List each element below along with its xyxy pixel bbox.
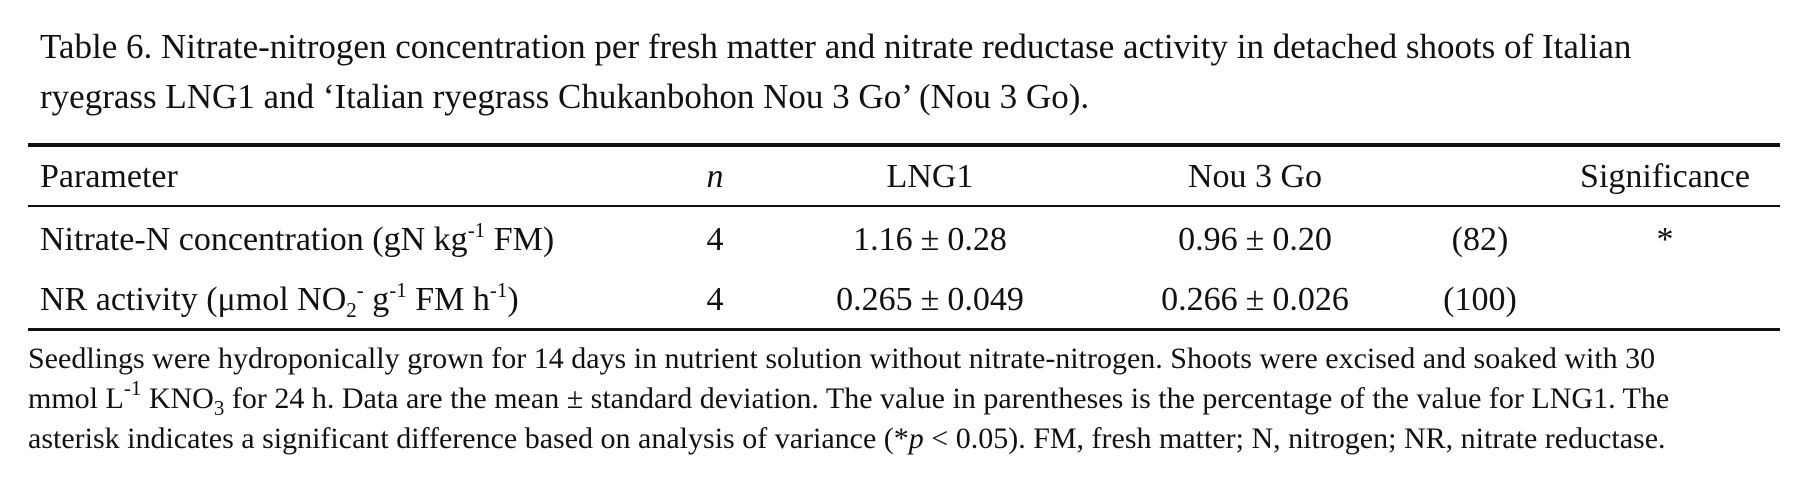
row-significance: * — [1656, 221, 1674, 258]
row-percentage: (82) — [1451, 221, 1509, 258]
footnote-line-1: Seedlings were hydroponically grown for … — [28, 342, 1656, 375]
header-lng1: LNG1 — [886, 158, 974, 195]
footnote-line-2: mmol L-1 KNO3 for 24 h. Data are the mea… — [28, 376, 1670, 420]
table-header-row: Parameter n LNG1 Nou 3 Go Significance — [0, 149, 1804, 205]
row-n: 4 — [706, 221, 724, 258]
footnote-line-3: asterisk indicates a significant differe… — [28, 422, 1666, 455]
header-n: n — [706, 158, 724, 195]
table-footnote: Seedlings were hydroponically grown for … — [28, 339, 1788, 459]
table-top-rule — [28, 143, 1780, 147]
header-nou3go: Nou 3 Go — [1187, 158, 1323, 195]
row-parameter: Nitrate-N concentration (gN kg-1 FM) — [40, 218, 555, 259]
header-parameter: Parameter — [40, 158, 178, 195]
row-parameter: NR activity (μmol NO2- g-1 FM h-1) — [40, 278, 519, 322]
table-row: NR activity (μmol NO2- g-1 FM h-1) 4 0.2… — [0, 272, 1804, 328]
caption-line-2: ryegrass LNG1 and ‘Italian ryegrass Chuk… — [40, 77, 1090, 116]
table-header-rule — [28, 205, 1780, 207]
row-n: 4 — [706, 281, 724, 318]
table-caption: Table 6. Nitrate-nitrogen concentration … — [40, 22, 1780, 122]
header-significance: Significance — [1580, 158, 1750, 195]
row-nou3go-value: 0.266 ±0.026 — [1161, 281, 1349, 318]
row-nou3go-value: 0.96 ±0.20 — [1178, 221, 1332, 258]
table-bottom-rule — [28, 328, 1780, 331]
row-lng1-value: 0.265 ±0.049 — [836, 281, 1024, 318]
table-row: Nitrate-N concentration (gN kg-1 FM) 4 1… — [0, 212, 1804, 268]
row-lng1-value: 1.16 ±0.28 — [853, 221, 1007, 258]
row-percentage: (100) — [1443, 281, 1517, 318]
caption-line-1: Table 6. Nitrate-nitrogen concentration … — [40, 27, 1632, 66]
